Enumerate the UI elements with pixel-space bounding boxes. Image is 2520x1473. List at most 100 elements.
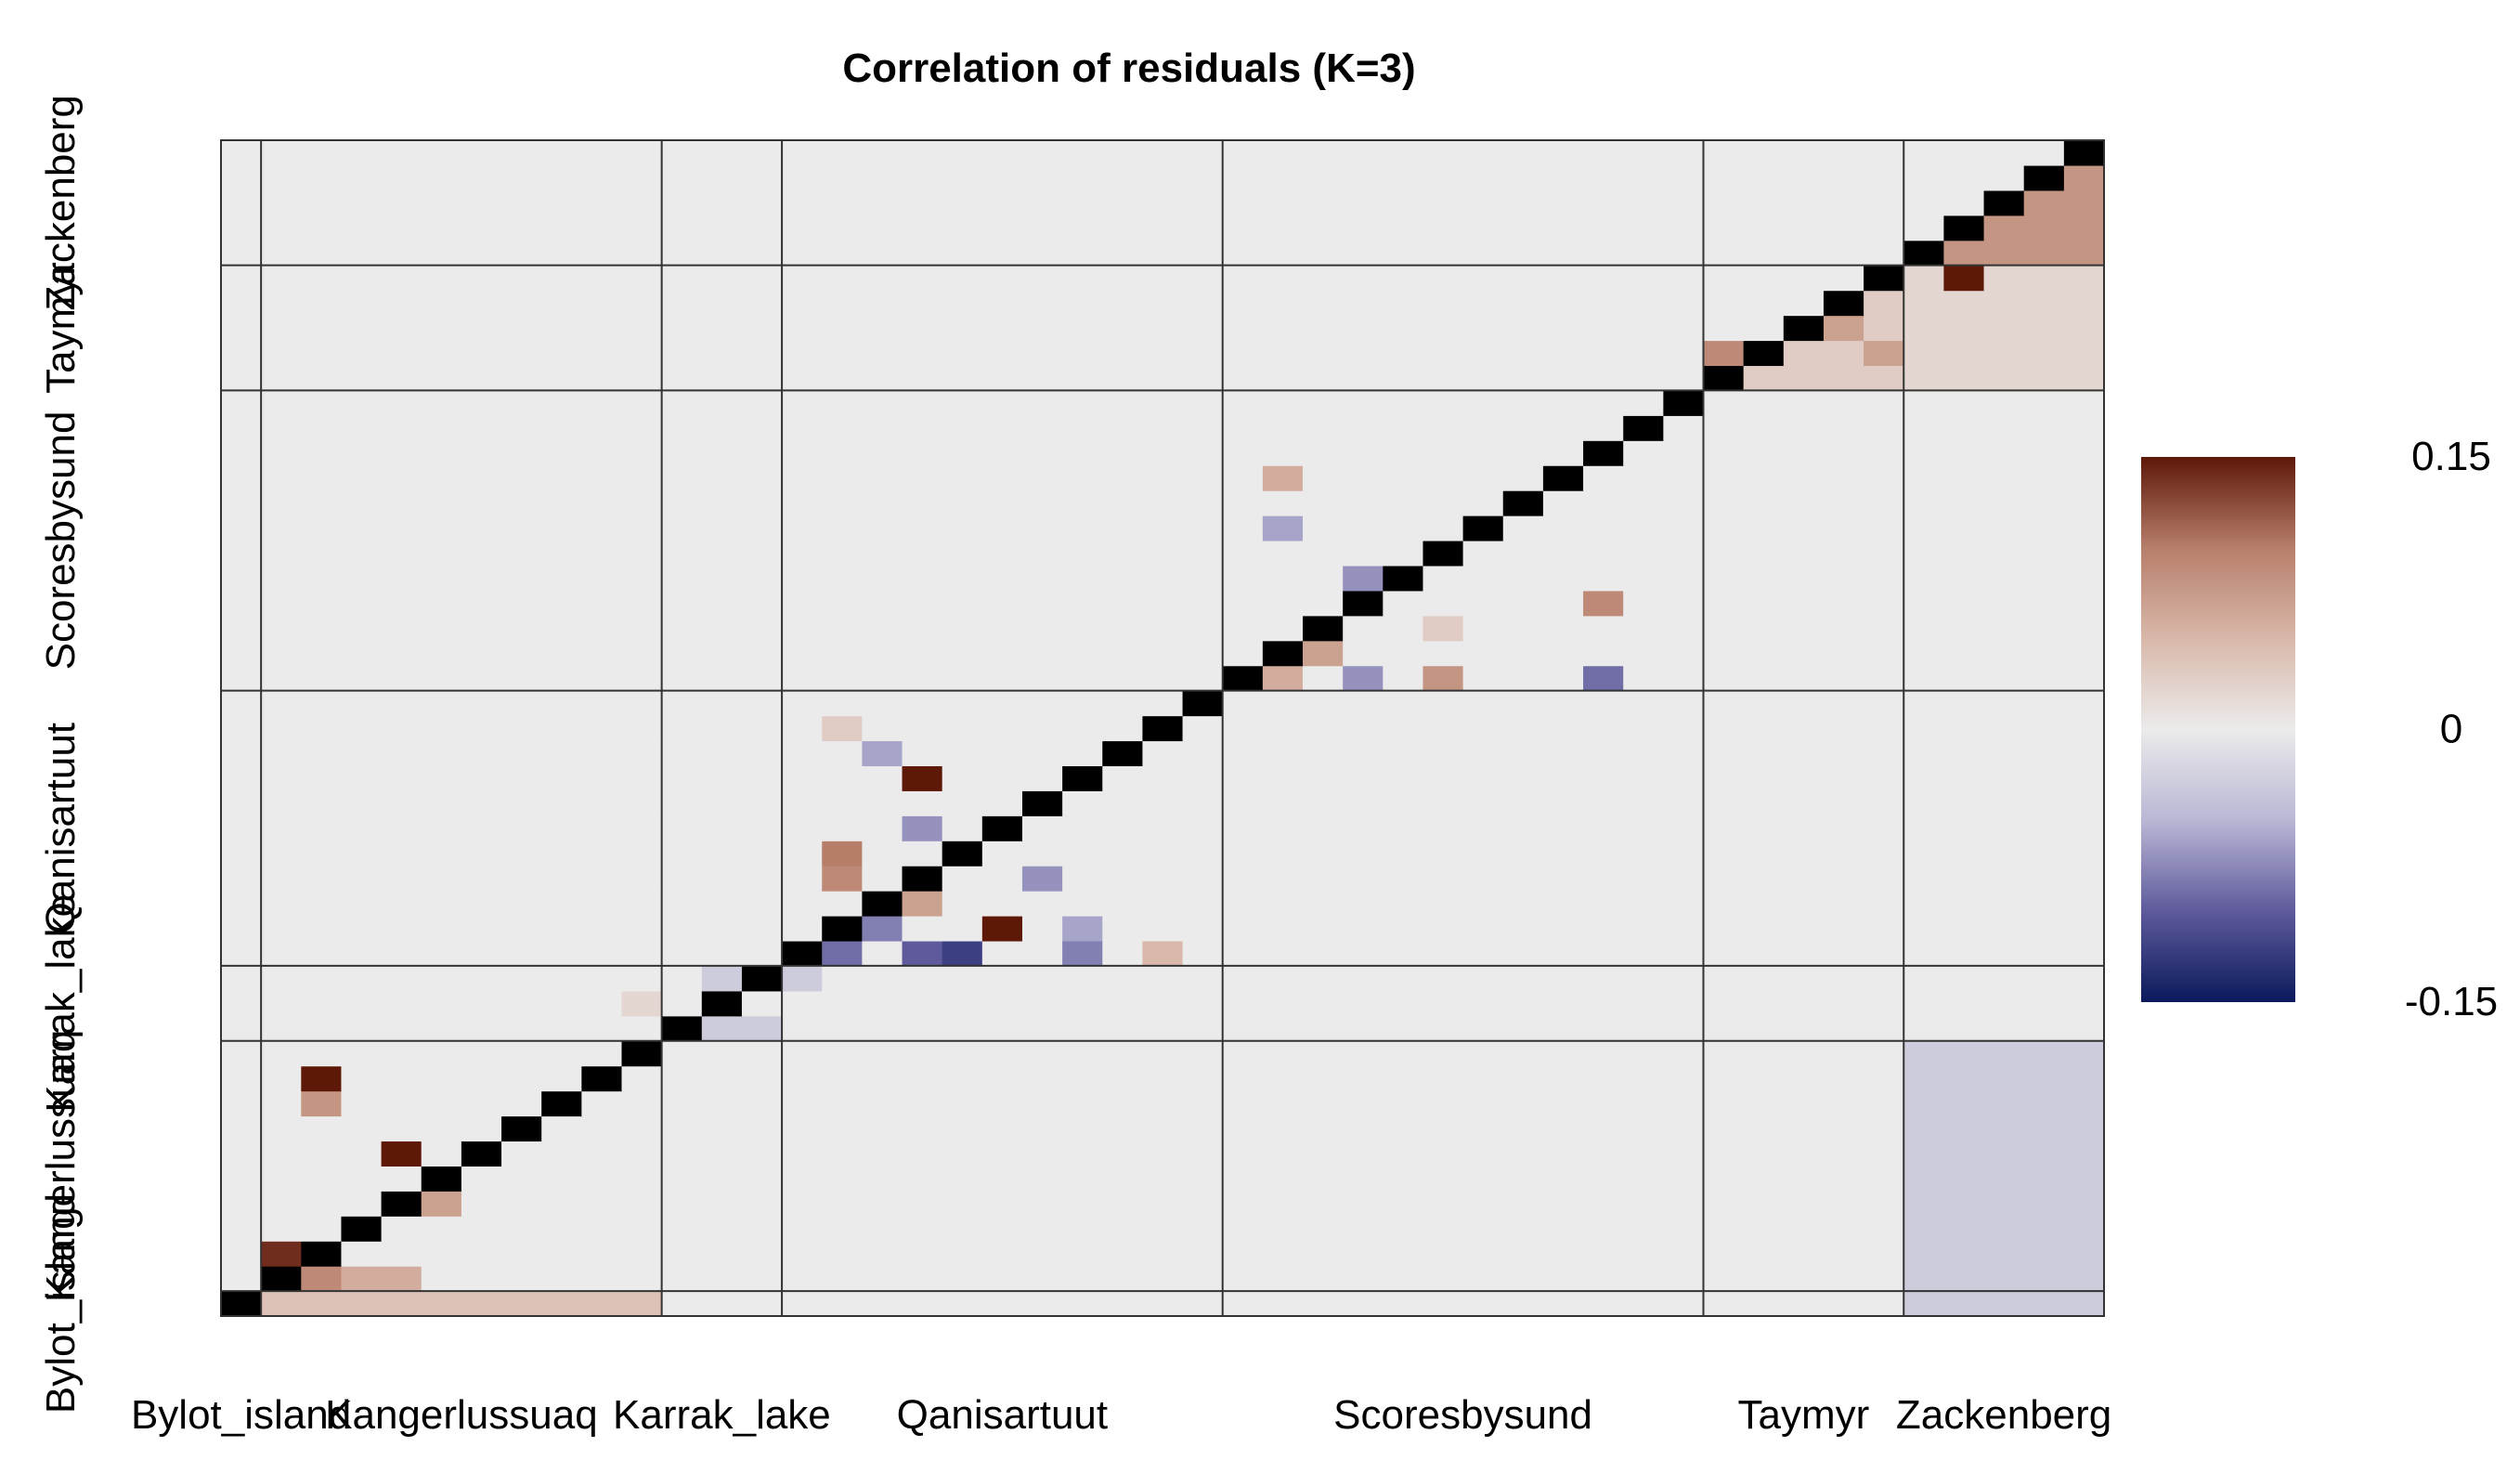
heatmap-cell <box>221 490 262 516</box>
heatmap-cell <box>1903 415 1945 441</box>
heatmap-cell <box>1262 1141 1304 1167</box>
heatmap-cell <box>1462 1115 1504 1142</box>
heatmap-cell <box>501 940 542 967</box>
heatmap-cell <box>1462 815 1504 841</box>
heatmap-cell <box>1903 965 1945 992</box>
heatmap-cell <box>1343 916 1383 942</box>
heatmap-cell <box>1663 440 1705 466</box>
heatmap-cell <box>1783 765 1825 791</box>
heatmap-cell <box>741 1040 783 1067</box>
heatmap-cell <box>1623 1266 1664 1292</box>
heatmap-cell <box>301 315 343 342</box>
heatmap-cell <box>421 290 462 317</box>
heatmap-cell <box>261 490 302 516</box>
heatmap-cell <box>501 1266 542 1292</box>
heatmap-cell <box>1783 465 1825 491</box>
heatmap-cell <box>1021 490 1063 516</box>
heatmap-cell <box>261 440 302 466</box>
heatmap-cell <box>621 665 663 692</box>
heatmap-cell <box>981 540 1023 567</box>
heatmap-cell <box>1864 540 1904 567</box>
heatmap-cell <box>1703 916 1745 942</box>
heatmap-cell <box>1823 365 1864 391</box>
heatmap-cell <box>581 891 623 917</box>
heatmap-cell <box>1502 1216 1544 1242</box>
heatmap-cell <box>1021 665 1063 692</box>
heatmap-cell <box>902 765 943 791</box>
heatmap-cell <box>1182 765 1224 791</box>
heatmap-cell <box>1062 790 1103 816</box>
heatmap-cell <box>1743 240 1785 267</box>
heatmap-cell <box>661 1065 703 1092</box>
heatmap-cell <box>2063 465 2105 491</box>
heatmap-cell <box>421 891 462 917</box>
heatmap-cell <box>221 1166 262 1192</box>
heatmap-cell <box>1542 140 1584 166</box>
heatmap-cell <box>1383 740 1424 767</box>
heatmap-cell <box>782 415 823 441</box>
heatmap-cell <box>1502 690 1544 717</box>
heatmap-cell <box>1903 140 1945 166</box>
heatmap-cell <box>2023 740 2065 767</box>
heatmap-cell <box>1303 815 1344 841</box>
heatmap-cell <box>981 1216 1023 1242</box>
heatmap-cell <box>1062 1241 1103 1267</box>
heatmap-cell <box>1262 565 1304 592</box>
heatmap-cell <box>1823 590 1864 617</box>
heatmap-cell <box>1502 1115 1544 1142</box>
heatmap-cell <box>221 1040 262 1067</box>
heatmap-cell <box>341 740 383 767</box>
heatmap-cell <box>1983 215 2025 241</box>
heatmap-cell <box>1262 365 1304 391</box>
heatmap-cell <box>1222 615 1264 642</box>
heatmap-cell <box>261 615 302 642</box>
heatmap-cell <box>501 515 542 541</box>
heatmap-cell <box>2023 440 2065 466</box>
heatmap-cell <box>1864 290 1904 317</box>
heatmap-cell <box>221 415 262 441</box>
heatmap-cell <box>1903 740 1945 767</box>
heatmap-cell <box>661 215 703 241</box>
heatmap-cell <box>822 891 863 917</box>
heatmap-cell <box>421 765 462 791</box>
heatmap-cell <box>1823 740 1864 767</box>
heatmap-cell <box>741 140 783 166</box>
heatmap-cell <box>1864 866 1904 892</box>
heatmap-cell <box>902 315 943 342</box>
heatmap-cell <box>741 315 783 342</box>
heatmap-cell <box>741 1241 783 1267</box>
heatmap-cell <box>621 640 663 667</box>
heatmap-cell <box>862 390 903 416</box>
heatmap-cell <box>541 540 582 567</box>
heatmap-cell <box>1062 690 1103 717</box>
heatmap-cell <box>942 440 983 466</box>
heatmap-cell <box>1102 340 1144 367</box>
heatmap-cell <box>1783 340 1825 367</box>
heatmap-cell <box>1983 765 2025 791</box>
heatmap-cell <box>341 815 383 841</box>
heatmap-cell <box>981 940 1023 967</box>
heatmap-cell <box>261 390 302 416</box>
diagonal-cell <box>1182 690 1224 717</box>
heatmap-cell <box>621 515 663 541</box>
heatmap-cell <box>1983 1115 2025 1142</box>
heatmap-cell <box>942 465 983 491</box>
heatmap-cell <box>1864 1115 1904 1142</box>
heatmap-cell <box>2023 265 2065 292</box>
heatmap-cell <box>1422 690 1464 717</box>
heatmap-cell <box>341 390 383 416</box>
heatmap-cell <box>1542 1216 1584 1242</box>
heatmap-cell <box>1703 1115 1745 1142</box>
heatmap-cell <box>1422 990 1464 1017</box>
heatmap-cell <box>1062 565 1103 592</box>
heatmap-cell <box>1623 1166 1664 1192</box>
heatmap-cell <box>2063 240 2105 267</box>
heatmap-cell <box>581 1291 623 1317</box>
heatmap-cell <box>621 815 663 841</box>
heatmap-cell <box>1383 240 1424 267</box>
heatmap-cell <box>501 1065 542 1092</box>
heatmap-cell <box>1502 1191 1544 1217</box>
heatmap-cell <box>1383 916 1424 942</box>
heatmap-cell <box>1062 290 1103 317</box>
